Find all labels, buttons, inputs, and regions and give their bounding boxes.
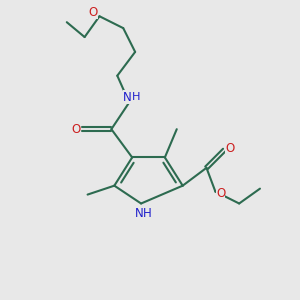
Text: O: O — [88, 6, 98, 19]
Text: N: N — [123, 91, 132, 103]
Text: O: O — [72, 123, 81, 136]
Text: H: H — [143, 206, 152, 220]
Text: O: O — [225, 142, 234, 155]
Text: N: N — [135, 206, 144, 220]
Text: H: H — [131, 92, 140, 102]
Text: O: O — [216, 187, 225, 200]
